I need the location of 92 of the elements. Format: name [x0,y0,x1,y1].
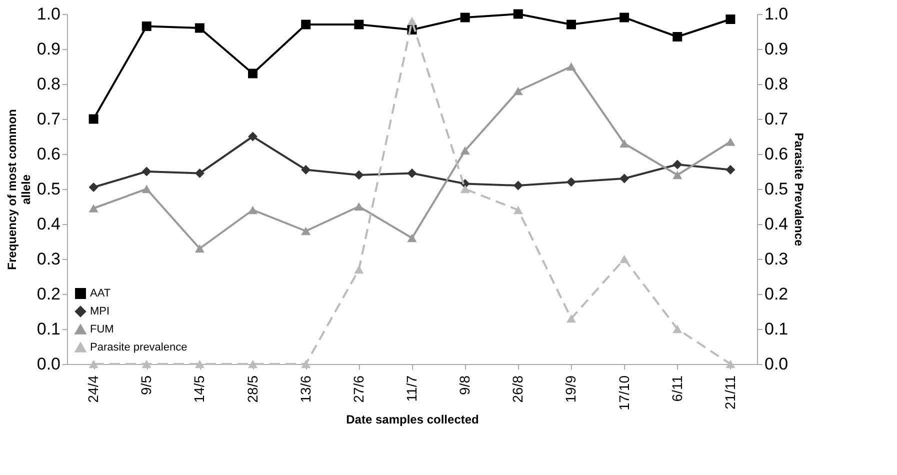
y-tick-label: 0.3 [36,250,60,268]
point [513,180,523,190]
point [566,20,576,30]
x-tick-label: 6/11 [668,375,685,402]
point [142,166,152,176]
point [354,202,364,211]
y2-tick-label: 0.1 [764,320,788,338]
point [672,32,682,42]
legend-label: MPI [90,306,110,318]
point [194,244,204,253]
point [726,360,736,368]
y-tick-label: 0.0 [36,354,60,374]
x-tick-label: 27/6 [350,375,366,403]
x-tick-label: 26/8 [510,375,526,403]
x-tick-label: 21/11 [722,375,738,410]
y-tick-label: 0.4 [36,214,60,234]
point [726,138,736,146]
point [620,254,630,264]
point [194,360,204,368]
point [142,184,152,194]
y-tick-label: 0.6 [36,144,60,164]
y-tick-label: 0.7 [36,110,60,128]
y2-tick-label: 0.7 [764,110,788,128]
y2-tick-label: 0.0 [764,354,788,374]
y-tick-label: 0.1 [36,320,60,338]
y2-tick-label: 0.6 [764,144,788,164]
point [566,177,576,187]
y2-tick-label: 0.3 [764,250,788,268]
point [460,12,470,22]
y-tick-label: 0.5 [36,180,60,198]
y2-tick-label: 0.2 [764,284,788,304]
point [248,360,258,368]
legend-label: FUM [90,324,114,336]
point [142,22,152,31]
x-tick-label: 19/9 [562,375,579,403]
point [620,139,630,148]
point [460,184,470,194]
point [620,174,630,184]
point [88,114,98,124]
point [513,9,523,19]
point [248,206,258,214]
y-tick-label: 1.0 [36,4,60,24]
point [672,324,682,334]
legend-label: Parasite prevalence [90,342,188,354]
point [88,360,98,368]
y-tick-label: 0.9 [36,40,60,58]
y-tick-label: 0.2 [36,284,60,304]
point [142,360,152,368]
point [460,146,470,155]
point [301,226,311,236]
point [88,204,98,212]
point [407,234,417,242]
point [301,165,311,174]
point [672,160,682,170]
x-tick-label: 13/6 [297,375,314,403]
point [407,168,417,178]
x-tick-label: 9/8 [456,375,473,395]
x-tick-label: 11/7 [404,375,420,402]
x-tick-label: 28/5 [244,375,260,403]
point [354,265,364,274]
x-tick-label: 17/10 [616,375,632,411]
y-tick-label: 0.8 [36,74,60,94]
point [194,168,204,178]
point [513,86,523,96]
point [407,16,417,26]
y2-axis-title: Parasite Prevalence [792,132,806,247]
point [566,314,576,323]
point [726,165,736,174]
y2-tick-label: 0.8 [764,74,788,94]
x-tick-label: 14/5 [191,375,208,403]
point [513,206,523,214]
x-tick-label: 24/4 [85,375,102,403]
point [194,23,204,33]
x-axis-title: Date samples collected [346,412,479,427]
y2-tick-label: 0.9 [764,40,788,58]
point [354,20,364,30]
point [301,360,311,368]
point [301,20,311,30]
point [726,14,736,24]
legend-label: AAT [90,288,111,300]
point [566,62,576,71]
y2-tick-label: 1.0 [764,4,788,24]
point [88,182,98,192]
y2-tick-label: 0.4 [764,214,788,234]
y2-tick-label: 0.5 [764,180,788,198]
point [248,68,258,78]
point [620,12,630,22]
point [672,170,682,180]
point [354,170,364,180]
y-axis-title: Frequency of most common allele [4,109,33,270]
point [248,132,258,142]
x-tick-label: 9/5 [138,375,154,395]
